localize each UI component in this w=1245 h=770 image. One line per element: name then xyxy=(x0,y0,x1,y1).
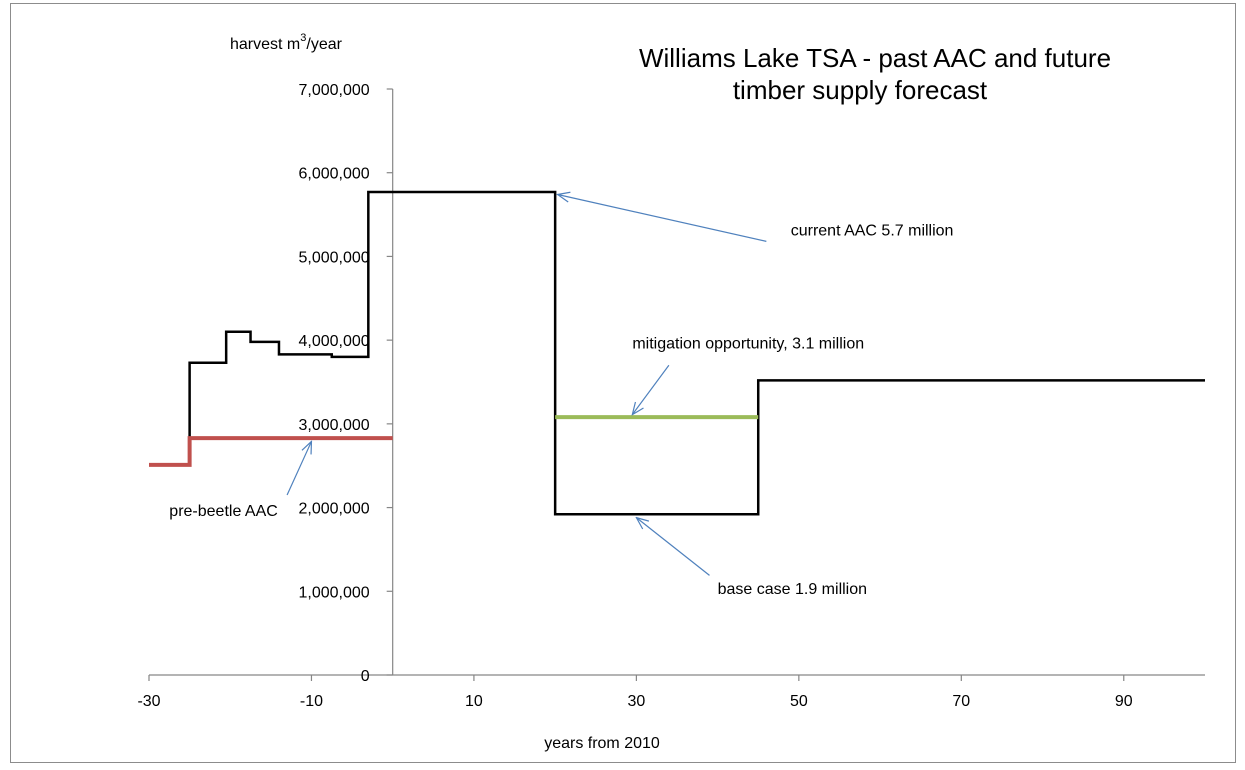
y-axis-title-sup: 3 xyxy=(300,32,306,44)
x-tick-label: 70 xyxy=(952,693,970,710)
annotation-arrow-1 xyxy=(558,194,767,242)
annotation-label-4: base case 1.9 million xyxy=(718,581,867,598)
x-tick-label: 50 xyxy=(790,693,808,710)
y-tick-label: 0 xyxy=(361,668,370,685)
annotation-label-3: pre-beetle AAC xyxy=(169,503,278,520)
chart-title-line-2: timber supply forecast xyxy=(733,75,988,105)
x-axis-title: years from 2010 xyxy=(544,735,660,752)
y-tick-label: 6,000,000 xyxy=(299,166,370,183)
chart-title-line-1: Williams Lake TSA - past AAC and future xyxy=(639,43,1111,73)
annotation-arrow-2 xyxy=(632,364,670,414)
x-tick-label: 30 xyxy=(627,693,645,710)
y-tick-label: 7,000,000 xyxy=(299,82,370,99)
y-axis-title-suffix: /year xyxy=(306,36,342,53)
annotation-label-2: mitigation opportunity, 3.1 million xyxy=(632,336,864,353)
y-tick-label: 3,000,000 xyxy=(299,417,370,434)
x-tick-label: -30 xyxy=(137,693,160,710)
annotation-arrow-3 xyxy=(286,441,311,496)
y-tick-label: 5,000,000 xyxy=(299,249,370,266)
x-tick-label: 90 xyxy=(1115,693,1133,710)
y-tick-label: 4,000,000 xyxy=(299,333,370,350)
series-line-2 xyxy=(149,436,393,467)
chart-frame xyxy=(10,3,1236,763)
series-line-1 xyxy=(188,190,1205,516)
annotation-label-1: current AAC 5.7 million xyxy=(791,223,954,240)
y-axis-title-main: harvest m xyxy=(230,36,300,53)
y-axis-title: harvest m3/year xyxy=(230,32,343,53)
y-tick-label: 2,000,000 xyxy=(299,501,370,518)
x-tick-label: 10 xyxy=(465,693,483,710)
y-tick-label: 1,000,000 xyxy=(299,584,370,601)
x-tick-label: -10 xyxy=(300,693,323,710)
annotation-arrow-4 xyxy=(636,518,710,576)
